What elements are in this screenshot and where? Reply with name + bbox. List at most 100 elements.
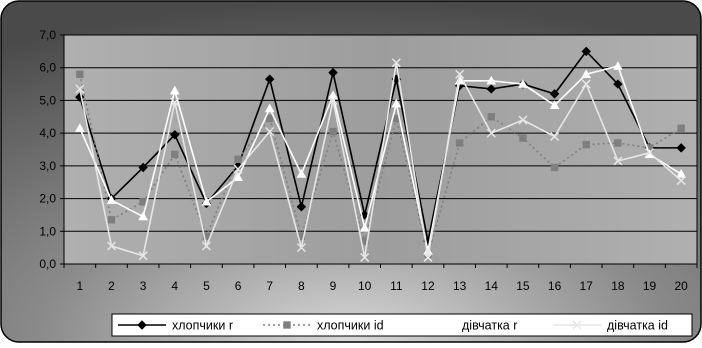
data-point xyxy=(169,85,180,95)
series-line xyxy=(79,65,682,252)
legend-label: хлопчики id xyxy=(317,319,384,333)
legend-label: хлопчики r xyxy=(172,319,233,333)
y-tick-label: 6,0 xyxy=(39,61,56,75)
y-tick-label: 4,0 xyxy=(39,126,56,140)
series-line xyxy=(79,62,682,258)
x-tick-label: 3 xyxy=(140,279,147,293)
data-point xyxy=(549,100,560,110)
data-point xyxy=(74,123,85,132)
x-tick-label: 2 xyxy=(108,279,115,293)
legend-swatch-marker xyxy=(283,321,291,329)
series-3 xyxy=(74,61,687,255)
legend-swatch-marker xyxy=(137,320,147,330)
data-point xyxy=(75,84,85,94)
data-point xyxy=(266,114,274,123)
x-tick-label: 10 xyxy=(358,279,372,293)
data-point xyxy=(644,148,655,158)
legend-swatch-marker xyxy=(427,319,437,329)
data-point xyxy=(676,176,686,186)
x-tick-label: 8 xyxy=(298,279,305,293)
data-point xyxy=(233,172,243,182)
data-point xyxy=(107,216,116,224)
data-point xyxy=(138,211,148,221)
data-point xyxy=(614,139,622,147)
data-point xyxy=(487,113,495,121)
y-tick-label: 0,0 xyxy=(39,257,56,271)
data-point xyxy=(296,243,306,253)
data-point xyxy=(486,128,496,138)
data-point xyxy=(391,58,401,68)
y-tick-label: 1,0 xyxy=(39,224,56,238)
data-point xyxy=(455,139,464,147)
data-point xyxy=(486,84,496,94)
legend: хлопчики r хлопчики id дівчатка r дівчатка … xyxy=(111,313,693,337)
x-tick-label: 14 xyxy=(485,279,499,293)
data-point xyxy=(264,103,275,113)
legend-box xyxy=(111,313,693,337)
data-point xyxy=(359,222,370,232)
data-point xyxy=(106,241,117,251)
x-tick-label: 12 xyxy=(421,279,435,293)
data-point xyxy=(581,46,591,57)
data-point xyxy=(139,198,147,206)
data-point xyxy=(423,252,433,262)
data-point xyxy=(676,143,686,153)
data-point xyxy=(581,69,592,78)
data-point xyxy=(518,79,528,88)
data-point xyxy=(613,61,623,70)
data-point xyxy=(265,74,275,84)
series-4 xyxy=(75,58,686,262)
data-point xyxy=(486,75,497,85)
data-point xyxy=(328,67,338,78)
legend-item: хлопчики r xyxy=(118,319,233,333)
data-point xyxy=(106,195,117,204)
axes: 0,01,02,03,04,05,06,07,01 2 3 4 5 6 7 8 9 10 11 12 1… xyxy=(39,28,698,293)
legend-swatch-marker xyxy=(572,320,582,330)
legend-item: дівчатка r xyxy=(408,319,517,333)
data-point xyxy=(391,98,402,108)
data-point xyxy=(296,169,307,178)
legend-label: дівчатка id xyxy=(607,319,668,333)
legend-item: дівчатка id xyxy=(553,319,668,333)
data-point xyxy=(138,162,148,173)
data-point xyxy=(233,164,243,174)
data-point xyxy=(613,156,623,166)
legend-item: хлопчики id xyxy=(263,319,384,333)
data-point xyxy=(328,95,338,105)
data-point xyxy=(360,252,370,262)
series-line xyxy=(79,50,682,242)
data-point xyxy=(171,150,179,159)
data-point xyxy=(201,196,212,206)
data-point xyxy=(329,127,337,136)
data-point xyxy=(170,130,180,140)
x-tick-label: 7 xyxy=(266,279,273,293)
data-point xyxy=(613,79,623,89)
y-tick-label: 5,0 xyxy=(39,93,56,107)
data-point xyxy=(170,97,180,107)
x-tick-label: 4 xyxy=(171,279,178,293)
data-point xyxy=(549,89,560,99)
y-tick-label: 2,0 xyxy=(39,192,56,206)
series-group xyxy=(74,46,687,262)
data-point xyxy=(550,163,559,172)
data-point xyxy=(582,140,590,149)
x-tick-label: 5 xyxy=(203,279,210,293)
data-point xyxy=(550,131,560,141)
legend-label: дівчатка r xyxy=(462,319,517,333)
x-tick-label: 1 xyxy=(76,279,83,293)
x-tick-label: 6 xyxy=(235,279,242,293)
data-point xyxy=(518,115,528,125)
data-point xyxy=(296,202,307,212)
data-point xyxy=(328,90,338,100)
data-point xyxy=(581,79,591,89)
data-point xyxy=(76,70,84,78)
x-tick-label: 15 xyxy=(516,279,530,293)
y-tick-label: 3,0 xyxy=(39,159,56,173)
x-tick-label: 19 xyxy=(643,279,657,293)
x-tick-label: 16 xyxy=(548,279,562,293)
data-point xyxy=(455,69,465,79)
data-point xyxy=(519,134,527,142)
data-point xyxy=(265,126,275,137)
